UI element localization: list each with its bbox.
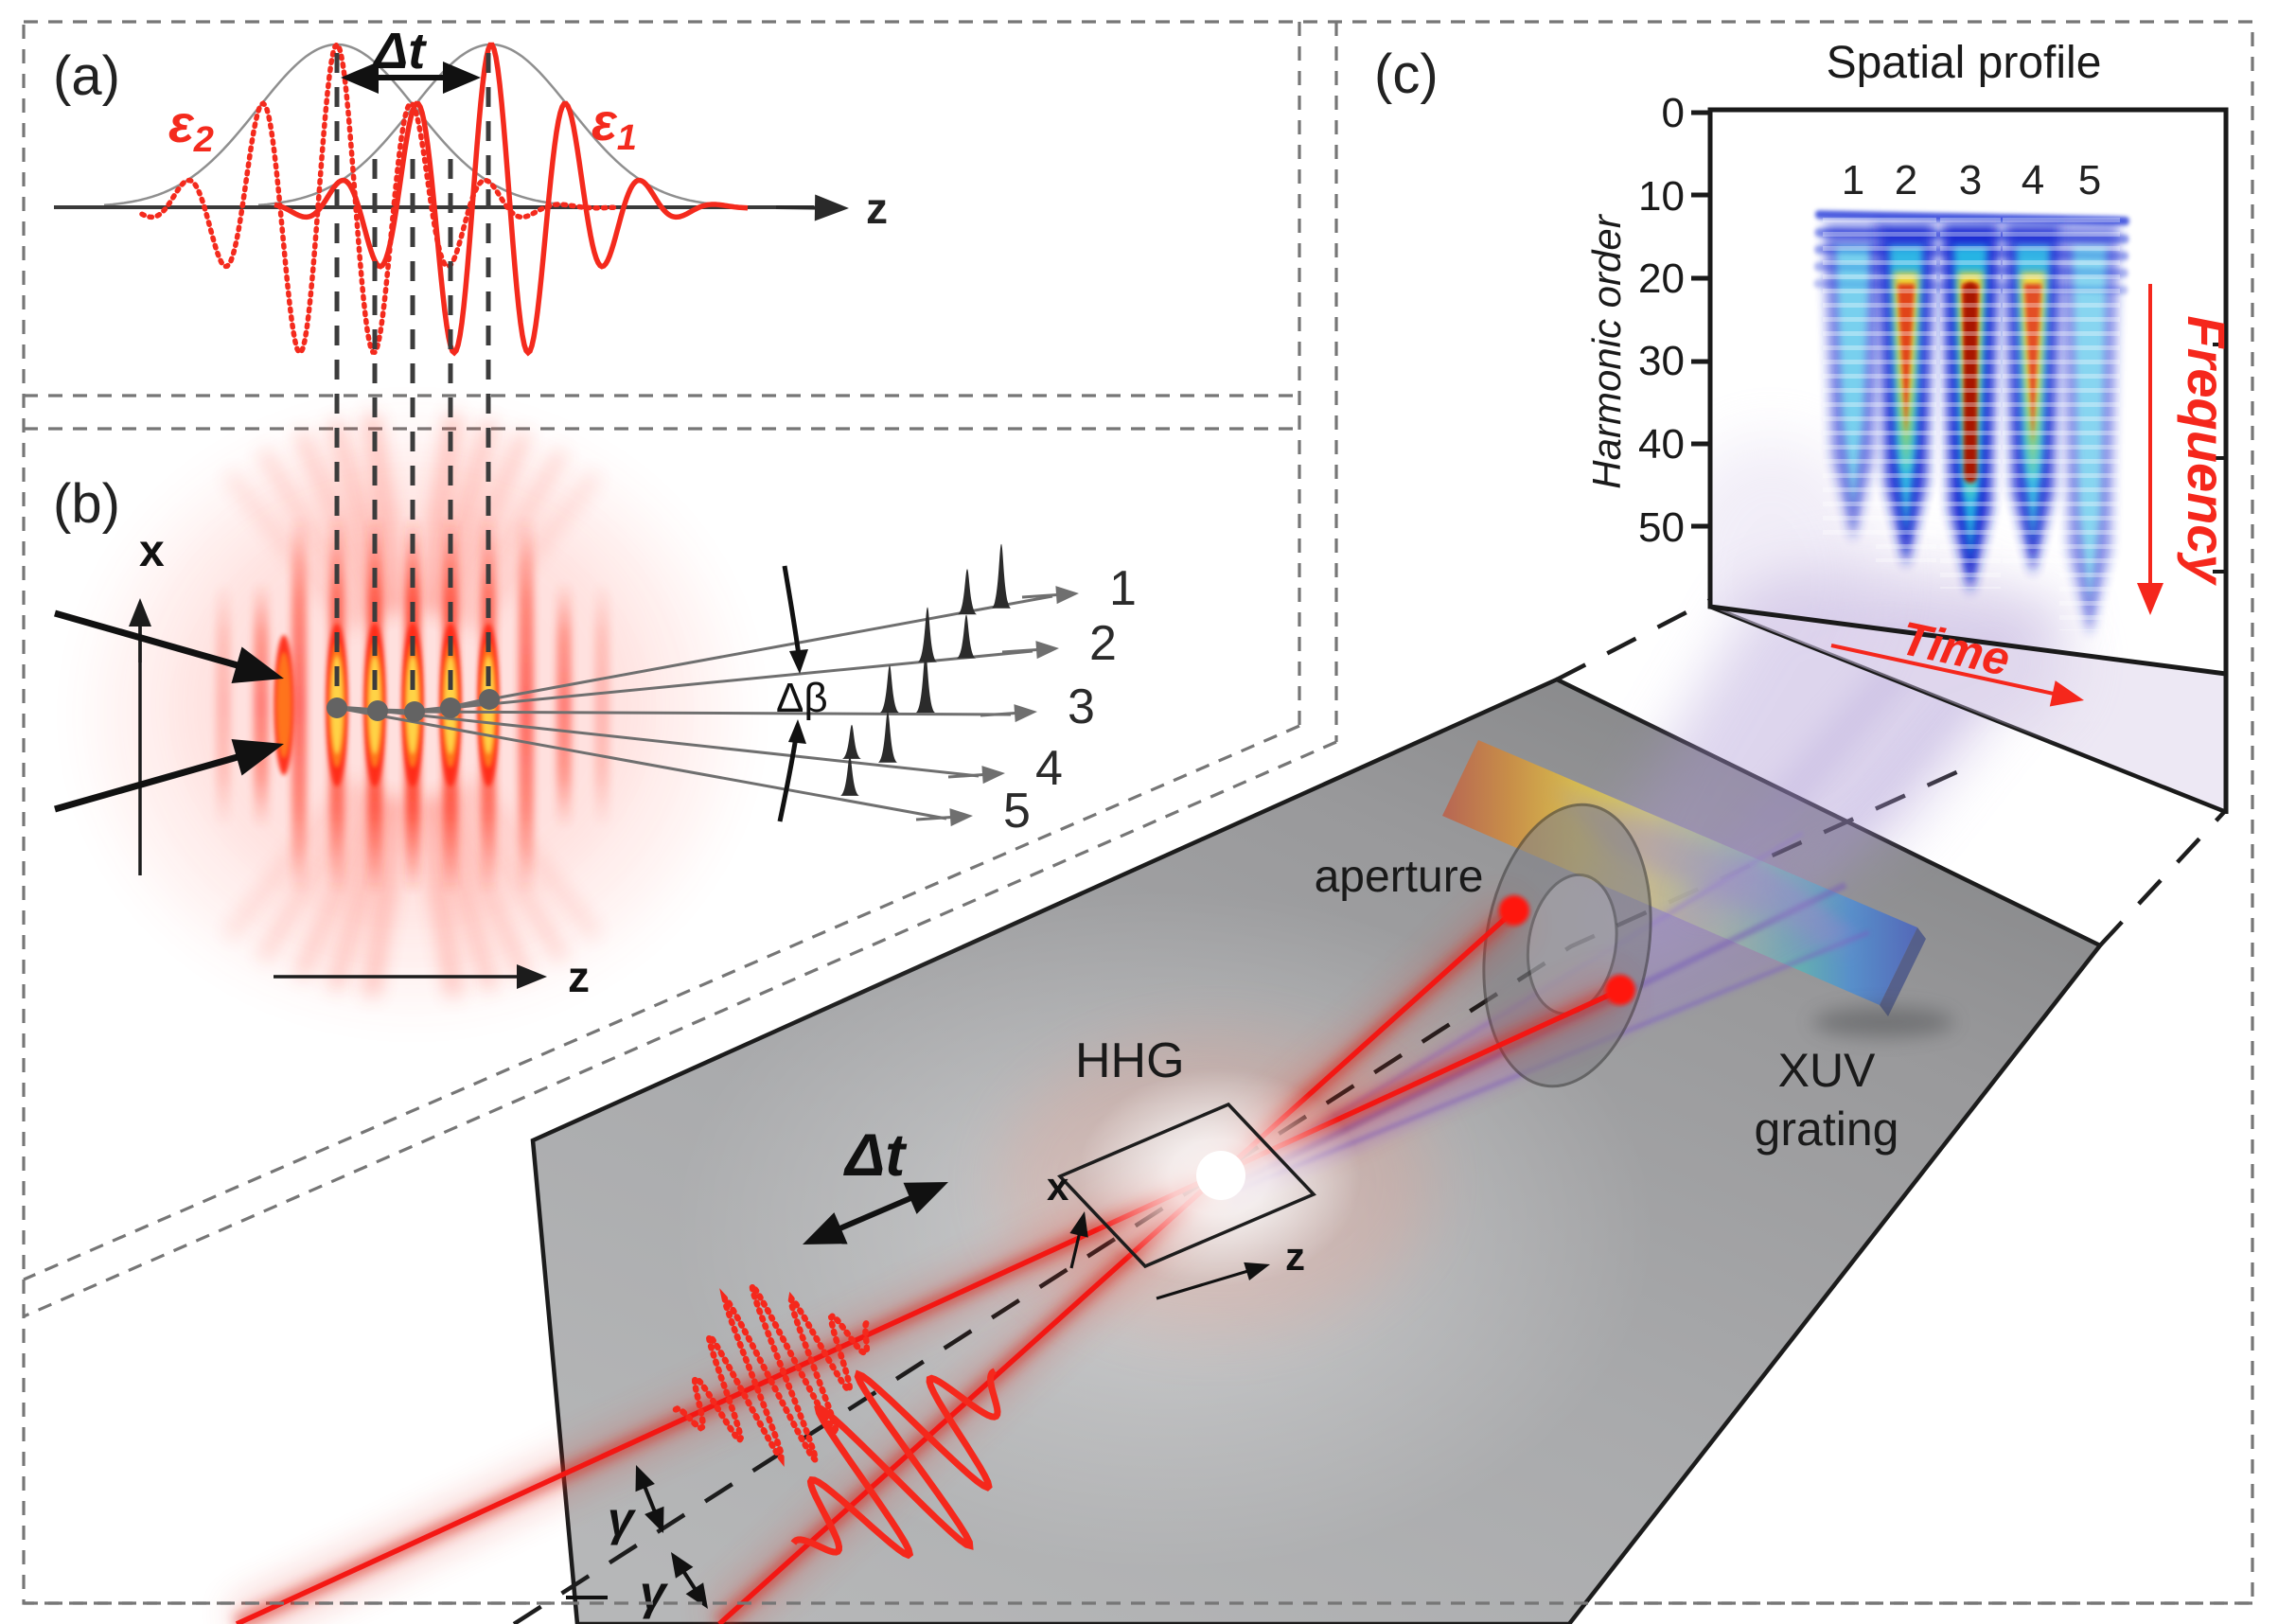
svg-text:40: 40 xyxy=(1638,421,1685,468)
svg-text:z: z xyxy=(568,952,590,1001)
svg-text:5: 5 xyxy=(2078,157,2101,203)
svg-text:x: x xyxy=(139,526,165,576)
svg-text:(c): (c) xyxy=(1374,44,1439,105)
svg-text:XUV: XUV xyxy=(1778,1044,1876,1097)
svg-text:ε2: ε2 xyxy=(168,94,214,160)
svg-text:Δβ: Δβ xyxy=(776,675,828,721)
svg-text:2: 2 xyxy=(1895,157,1917,203)
svg-text:aperture: aperture xyxy=(1315,852,1484,902)
svg-text:5: 5 xyxy=(1003,784,1031,838)
svg-text:20: 20 xyxy=(1638,256,1685,302)
svg-text:HHG: HHG xyxy=(1075,1033,1185,1088)
svg-text:50: 50 xyxy=(1638,504,1685,551)
svg-text:0: 0 xyxy=(1662,90,1685,136)
svg-text:Δt: Δt xyxy=(372,23,427,79)
svg-text:10: 10 xyxy=(1638,173,1685,220)
svg-text:γ: γ xyxy=(640,1566,669,1619)
svg-text:2: 2 xyxy=(1089,616,1117,671)
svg-text:3: 3 xyxy=(1068,680,1095,734)
svg-text:grating: grating xyxy=(1755,1103,1899,1156)
svg-text:1: 1 xyxy=(1109,561,1137,616)
svg-text:Spatial profile: Spatial profile xyxy=(1827,38,2102,88)
svg-text:(a): (a) xyxy=(53,45,120,107)
svg-text:z: z xyxy=(866,184,888,233)
svg-text:x: x xyxy=(1047,1164,1069,1209)
svg-text:1: 1 xyxy=(1842,157,1864,203)
svg-text:3: 3 xyxy=(1959,157,1982,203)
svg-text:Harmonic order: Harmonic order xyxy=(1584,213,1629,488)
svg-text:z: z xyxy=(1285,1234,1305,1279)
svg-text:4: 4 xyxy=(1035,741,1063,796)
svg-text:(b): (b) xyxy=(53,473,120,535)
svg-text:Frequency: Frequency xyxy=(2177,315,2236,586)
svg-text:30: 30 xyxy=(1638,338,1685,384)
svg-text:4: 4 xyxy=(2022,157,2044,203)
svg-text:Δt: Δt xyxy=(843,1122,908,1189)
svg-text:γ: γ xyxy=(608,1492,637,1545)
